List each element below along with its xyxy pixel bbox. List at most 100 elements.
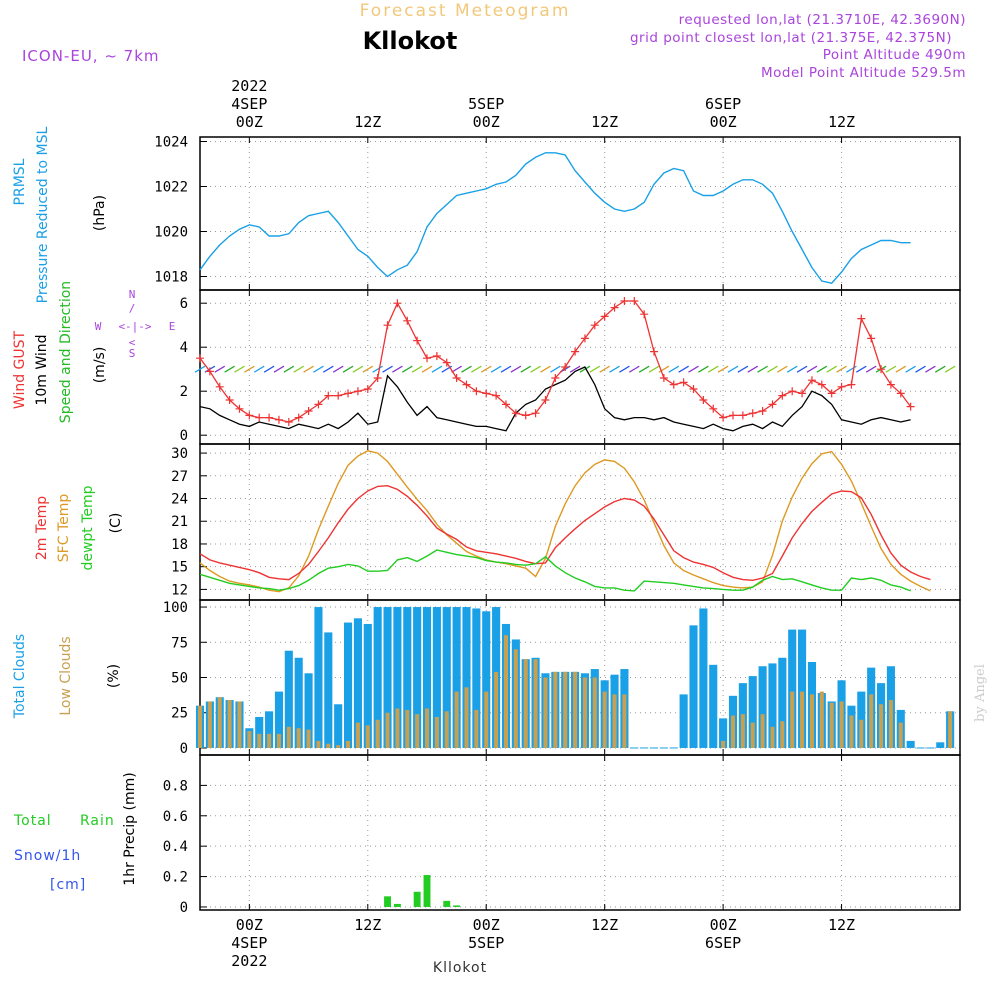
- gust-point-marker: [452, 374, 461, 382]
- wind-direction-arrow: [836, 365, 847, 373]
- total-cloud-bar: [689, 625, 698, 748]
- low-cloud-bar: [494, 671, 499, 748]
- wind-direction-arrow: [352, 365, 364, 373]
- precip-label-unit: 1hr Precip (mm): [122, 772, 138, 885]
- wind-direction-arrow: [747, 365, 759, 373]
- clouds-label-total: Total Clouds: [12, 634, 28, 719]
- wind-direction-arrow: [895, 365, 907, 373]
- wind-direction-arrow: [717, 365, 729, 373]
- gust-point-marker: [561, 363, 570, 371]
- gust-point-marker: [571, 347, 580, 356]
- low-cloud-bar: [849, 715, 854, 748]
- top-time-label: 00Z: [473, 113, 500, 131]
- low-cloud-bar: [296, 728, 301, 748]
- low-cloud-bar: [395, 708, 400, 748]
- gust-point-marker: [738, 411, 747, 420]
- wind-direction-arrow: [698, 365, 709, 373]
- low-cloud-bar: [513, 649, 518, 748]
- wind-direction-arrow: [323, 365, 334, 373]
- total-cloud-bar: [472, 608, 481, 748]
- wind-direction-arrow: [332, 365, 344, 373]
- top-time-label: 12Z: [828, 113, 855, 131]
- low-cloud-bar: [869, 694, 874, 748]
- low-cloud-bar: [227, 700, 232, 748]
- top-time-label: 6SEP: [705, 95, 741, 113]
- low-cloud-bar: [375, 719, 380, 748]
- precip-frame: [199, 754, 961, 911]
- temp-label-unit: (C): [108, 513, 124, 534]
- low-cloud-bar: [197, 705, 203, 748]
- gust-point-marker: [383, 321, 392, 330]
- total-cloud-bar: [255, 716, 264, 748]
- wind-direction-arrow: [678, 365, 689, 373]
- wind-label-unit: (m/s): [92, 347, 108, 384]
- gust-point-marker: [413, 336, 422, 345]
- wind-direction-arrow: [619, 365, 630, 373]
- low-cloud-bar: [385, 712, 390, 748]
- low-cloud-bar: [553, 671, 558, 748]
- wind-direction-arrow: [569, 365, 581, 373]
- low-cloud-bar: [829, 702, 834, 748]
- wind-direction-arrow: [293, 365, 305, 373]
- precip-label-snow: Snow/1h: [14, 848, 81, 864]
- total-cloud-bar: [442, 607, 451, 748]
- wind-direction-arrow: [648, 365, 660, 373]
- gust-point-marker: [906, 402, 915, 411]
- precip-side-labels: Total Rain Snow/1h [cm] 1hr Precip (mm): [13, 772, 138, 893]
- temp2m-series-line: [199, 484, 931, 582]
- bottom-time-label: 00Z: [473, 916, 500, 934]
- wind-direction-arrow: [520, 365, 532, 373]
- total-cloud-bar: [798, 629, 807, 748]
- compass-vertical-down: <: [129, 336, 136, 349]
- low-cloud-bar: [819, 691, 824, 748]
- low-cloud-bar: [434, 716, 439, 748]
- forecast-title: Forecast Meteogram: [360, 1, 571, 21]
- bottom-time-label: 00Z: [236, 916, 263, 934]
- low-cloud-bar: [316, 740, 321, 748]
- low-cloud-bar: [484, 691, 489, 748]
- bottom-time-label: 5SEP: [468, 934, 504, 952]
- low-cloud-bar: [839, 701, 844, 748]
- low-cloud-bar: [503, 635, 508, 748]
- total-cloud-bar: [482, 611, 491, 748]
- low-cloud-bar: [573, 671, 578, 748]
- gust-point-marker: [590, 321, 599, 330]
- gust-point-marker: [432, 352, 441, 360]
- precip-label-rain: Rain: [80, 813, 115, 829]
- gust-point-marker: [896, 389, 905, 398]
- wind-direction-arrow: [392, 365, 403, 373]
- bottom-time-label: 12Z: [354, 916, 381, 934]
- wind-direction-arrow: [658, 365, 670, 373]
- gust-point-marker: [886, 380, 895, 389]
- low-cloud-bar: [424, 708, 430, 748]
- total-cloud-bar: [462, 607, 471, 748]
- wind-direction-arrow: [461, 365, 472, 373]
- gust-point-marker: [265, 413, 274, 422]
- total-cloud-bar: [353, 618, 362, 748]
- low-cloud-bar: [563, 671, 568, 748]
- low-cloud-bar: [533, 659, 538, 748]
- gust-point-marker: [511, 409, 520, 418]
- gust-point-marker: [798, 389, 807, 398]
- gust-point-marker: [679, 378, 688, 387]
- low-cloud-bar: [346, 740, 351, 748]
- gust-point-marker: [423, 354, 432, 363]
- wind-direction-arrow: [757, 365, 768, 373]
- gust-point-marker: [857, 314, 866, 323]
- total-cloud-bar: [294, 657, 303, 748]
- low-cloud-bar: [415, 714, 420, 748]
- gust-point-marker: [501, 400, 510, 409]
- wind-direction-arrow: [934, 365, 946, 373]
- model-point-altitude: Model Point Altitude 529.5m: [761, 65, 966, 81]
- gust-point-marker: [215, 382, 224, 391]
- wind-direction-arrow: [550, 365, 561, 373]
- low-cloud-bar: [898, 722, 903, 748]
- wind-direction-arrow: [767, 365, 778, 373]
- wind-direction-arrow: [816, 365, 828, 373]
- pressure-label-prmsl: PRMSL: [12, 158, 28, 205]
- low-cloud-bar: [582, 677, 587, 748]
- gust-point-marker: [373, 374, 382, 382]
- compass-cross: <-|->: [118, 320, 151, 333]
- clouds-label-low: Low Clouds: [58, 636, 74, 715]
- low-cloud-bar: [760, 714, 765, 748]
